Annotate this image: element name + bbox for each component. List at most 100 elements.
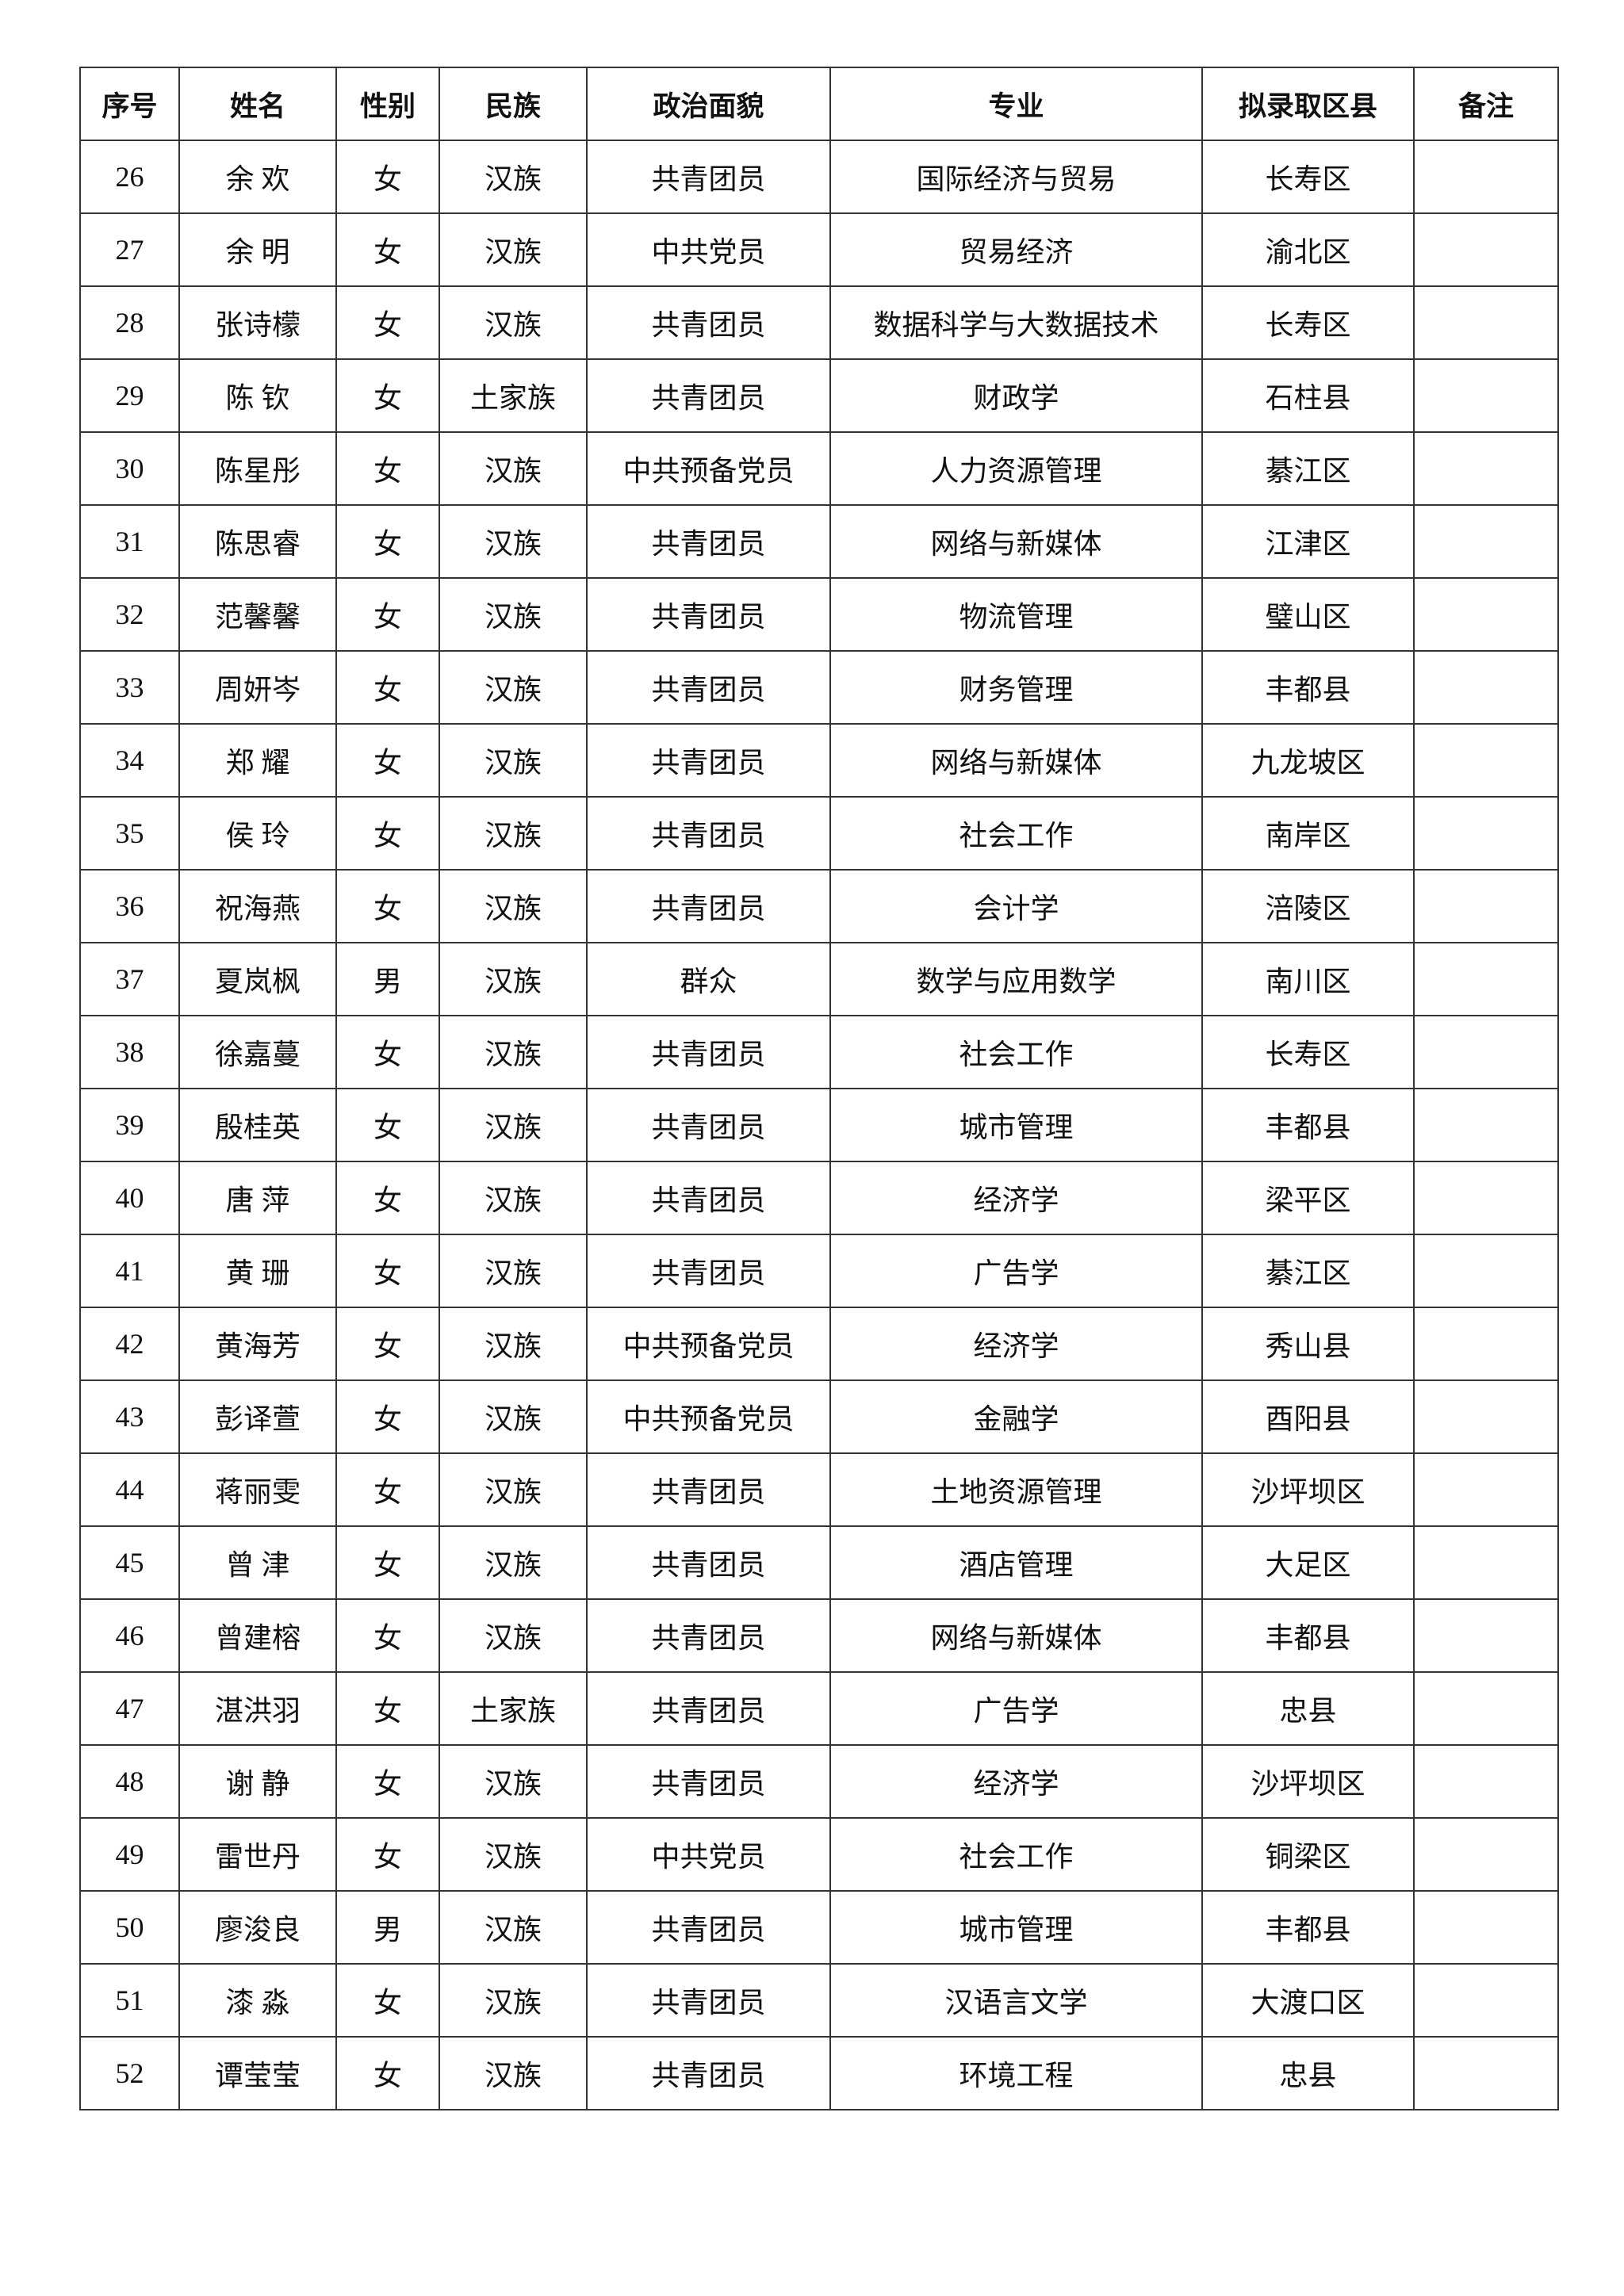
- cell-col-district: 秀山县: [1201, 1307, 1415, 1381]
- cell-col-name: 彭译萱: [178, 1380, 337, 1454]
- cell-col-index: 47: [79, 1671, 180, 1746]
- cell-col-name: 周妍岑: [178, 650, 337, 725]
- table-row: 38 徐嘉蔓女汉族 共青团员 社会工作 长寿区: [79, 1015, 1559, 1089]
- cell-col-political-status: 中共预备党员: [586, 1380, 831, 1454]
- cell-col-index: 43: [79, 1380, 180, 1454]
- cell-col-district: 长寿区: [1201, 285, 1415, 360]
- cell-col-gender: 女: [335, 723, 440, 798]
- cell-col-political-status: 共青团员: [586, 1744, 831, 1819]
- cell-col-major: 网络与新媒体: [829, 723, 1203, 798]
- cell-col-index: 38: [79, 1015, 180, 1089]
- cell-col-name: 侯 玲: [178, 796, 337, 871]
- table-row: 40 唐 萍女汉族 共青团员 经济学 梁平区: [79, 1161, 1559, 1235]
- cell-col-gender: 女: [335, 1525, 440, 1600]
- cell-col-ethnicity: 汉族: [439, 1452, 588, 1527]
- cell-col-political-status: 共青团员: [586, 650, 831, 725]
- cell-col-district: 九龙坡区: [1201, 723, 1415, 798]
- cell-col-remarks: [1413, 650, 1559, 725]
- cell-col-ethnicity: 汉族: [439, 1525, 588, 1600]
- cell-col-remarks: [1413, 1088, 1559, 1162]
- cell-col-political-status: 共青团员: [586, 1963, 831, 2038]
- cell-col-gender: 女: [335, 1598, 440, 1673]
- table-row: 51 漆 淼女汉族 共青团员 汉语言文学 大渡口区: [79, 1963, 1559, 2038]
- cell-col-ethnicity: 汉族: [439, 504, 588, 579]
- cell-col-major: 土地资源管理: [829, 1452, 1203, 1527]
- cell-col-ethnicity: 汉族: [439, 723, 588, 798]
- cell-col-major: 社会工作: [829, 1015, 1203, 1089]
- table-row: 28 张诗檬女汉族 共青团员 数据科学与大数据技术 长寿区: [79, 285, 1559, 360]
- cell-col-district: 忠县: [1201, 2036, 1415, 2110]
- header-col-gender: 性别: [335, 67, 440, 141]
- cell-col-gender: 女: [335, 1817, 440, 1892]
- cell-col-ethnicity: 汉族: [439, 942, 588, 1016]
- cell-col-political-status: 共青团员: [586, 796, 831, 871]
- cell-col-ethnicity: 汉族: [439, 2036, 588, 2110]
- cell-col-remarks: [1413, 1598, 1559, 1673]
- cell-col-gender: 女: [335, 1307, 440, 1381]
- cell-col-major: 网络与新媒体: [829, 1598, 1203, 1673]
- cell-col-remarks: [1413, 2036, 1559, 2110]
- cell-col-major: 经济学: [829, 1161, 1203, 1235]
- cell-col-remarks: [1413, 1525, 1559, 1600]
- table-header-row: 序号 姓名 性别 民族 政治面貌 专业 拟录取区县 备注: [79, 67, 1559, 141]
- table-row: 32 范馨馨女汉族 共青团员 物流管理 璧山区: [79, 577, 1559, 652]
- cell-col-index: 32: [79, 577, 180, 652]
- cell-col-ethnicity: 汉族: [439, 1963, 588, 2038]
- cell-col-major: 贸易经济: [829, 212, 1203, 287]
- cell-col-name: 漆 淼: [178, 1963, 337, 2038]
- cell-col-major: 广告学: [829, 1234, 1203, 1308]
- cell-col-district: 丰都县: [1201, 1088, 1415, 1162]
- table-row: 35 侯 玲女汉族 共青团员 社会工作 南岸区: [79, 796, 1559, 871]
- cell-col-major: 国际经济与贸易: [829, 140, 1203, 214]
- cell-col-political-status: 共青团员: [586, 1525, 831, 1600]
- cell-col-political-status: 共青团员: [586, 2036, 831, 2110]
- cell-col-name: 谭莹莹: [178, 2036, 337, 2110]
- cell-col-index: 52: [79, 2036, 180, 2110]
- cell-col-ethnicity: 汉族: [439, 431, 588, 506]
- cell-col-index: 33: [79, 650, 180, 725]
- cell-col-ethnicity: 汉族: [439, 1890, 588, 1965]
- cell-col-major: 物流管理: [829, 577, 1203, 652]
- cell-col-major: 人力资源管理: [829, 431, 1203, 506]
- cell-col-remarks: [1413, 1817, 1559, 1892]
- cell-col-name: 殷桂英: [178, 1088, 337, 1162]
- cell-col-major: 财政学: [829, 358, 1203, 433]
- cell-col-gender: 女: [335, 1744, 440, 1819]
- table-row: 50 廖浚良男汉族 共青团员 城市管理 丰都县: [79, 1890, 1559, 1965]
- cell-col-name: 黄海芳: [178, 1307, 337, 1381]
- header-col-political-status: 政治面貌: [586, 67, 831, 141]
- cell-col-district: 丰都县: [1201, 650, 1415, 725]
- cell-col-name: 廖浚良: [178, 1890, 337, 1965]
- cell-col-political-status: 共青团员: [586, 1015, 831, 1089]
- cell-col-ethnicity: 汉族: [439, 1307, 588, 1381]
- cell-col-remarks: [1413, 504, 1559, 579]
- cell-col-ethnicity: 汉族: [439, 1380, 588, 1454]
- cell-col-index: 26: [79, 140, 180, 214]
- table-row: 34 郑 耀女汉族 共青团员 网络与新媒体 九龙坡区: [79, 723, 1559, 798]
- cell-col-remarks: [1413, 577, 1559, 652]
- table-row: 43 彭译萱女汉族 中共预备党员 金融学 酉阳县: [79, 1380, 1559, 1454]
- cell-col-name: 谢 静: [178, 1744, 337, 1819]
- cell-col-ethnicity: 汉族: [439, 869, 588, 943]
- cell-col-index: 44: [79, 1452, 180, 1527]
- cell-col-remarks: [1413, 1744, 1559, 1819]
- cell-col-index: 28: [79, 285, 180, 360]
- cell-col-index: 48: [79, 1744, 180, 1819]
- cell-col-remarks: [1413, 1307, 1559, 1381]
- admission-table: 序号 姓名 性别 民族 政治面貌 专业 拟录取区县 备注 26 余 欢女汉族 共青团员 国际经济与贸…: [79, 67, 1559, 2110]
- cell-col-name: 黄 珊: [178, 1234, 337, 1308]
- cell-col-name: 蒋丽雯: [178, 1452, 337, 1527]
- cell-col-remarks: [1413, 1380, 1559, 1454]
- cell-col-district: 江津区: [1201, 504, 1415, 579]
- cell-col-major: 广告学: [829, 1671, 1203, 1746]
- cell-col-major: 数据科学与大数据技术: [829, 285, 1203, 360]
- cell-col-name: 唐 萍: [178, 1161, 337, 1235]
- cell-col-district: 南川区: [1201, 942, 1415, 1016]
- cell-col-political-status: 群众: [586, 942, 831, 1016]
- cell-col-district: 梁平区: [1201, 1161, 1415, 1235]
- cell-col-political-status: 共青团员: [586, 1452, 831, 1527]
- cell-col-political-status: 中共预备党员: [586, 1307, 831, 1381]
- cell-col-index: 34: [79, 723, 180, 798]
- cell-col-name: 张诗檬: [178, 285, 337, 360]
- cell-col-gender: 女: [335, 285, 440, 360]
